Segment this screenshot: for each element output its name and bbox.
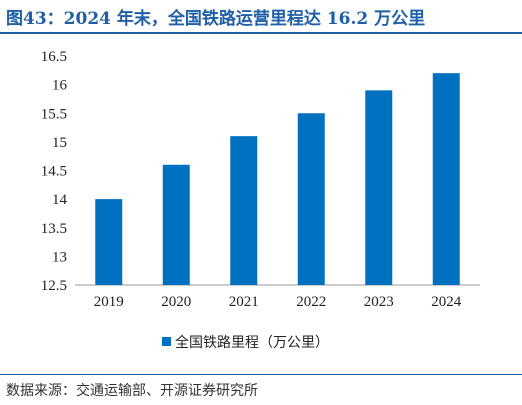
footer-rule <box>0 374 522 375</box>
x-tick-label: 2020 <box>161 294 191 310</box>
y-tick-label: 13 <box>52 249 67 265</box>
x-axis: 2019 2020 2021 2022 2023 2024 <box>94 294 462 310</box>
x-tick-label: 2024 <box>431 294 462 310</box>
y-tick-label: 15.5 <box>41 106 67 122</box>
x-tick-label: 2019 <box>94 294 124 310</box>
x-tick-label: 2021 <box>229 294 259 310</box>
bar-2023 <box>365 90 393 285</box>
figure-title: 图43：2024 年末，全国铁路运营里程达 16.2 万公里 <box>6 9 426 29</box>
legend-swatch <box>162 337 171 346</box>
y-tick-label: 16.5 <box>41 49 67 65</box>
y-tick-label: 16 <box>52 78 68 94</box>
bar-2020 <box>162 164 190 285</box>
y-tick-label: 15 <box>52 135 67 151</box>
bar-2022 <box>297 113 325 285</box>
bar-2021 <box>230 136 258 285</box>
bar-2019 <box>95 199 123 285</box>
bar-2024 <box>432 73 460 285</box>
x-tick-label: 2022 <box>296 294 326 310</box>
legend: 全国铁路里程（万公里） <box>162 334 329 351</box>
title-underline <box>0 32 522 34</box>
y-axis: 12.5 13 13.5 14 14.5 15 15.5 16 16.5 <box>41 49 480 294</box>
y-tick-label: 14.5 <box>41 164 67 180</box>
y-tick-label: 14 <box>52 192 68 208</box>
legend-label: 全国铁路里程（万公里） <box>175 334 329 351</box>
bar-series <box>95 73 460 285</box>
x-tick-label: 2023 <box>364 294 394 310</box>
y-tick-label: 12.5 <box>41 278 67 294</box>
source-note: 数据来源：交通运输部、开源证券研究所 <box>6 383 258 399</box>
y-tick-label: 13.5 <box>41 221 67 237</box>
